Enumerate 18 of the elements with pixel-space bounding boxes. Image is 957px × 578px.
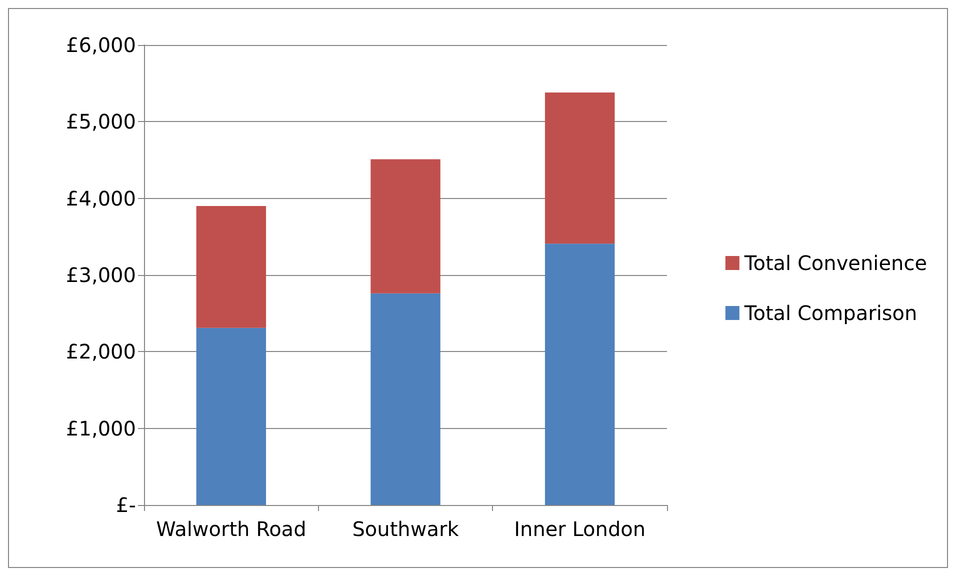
bar bbox=[544, 244, 615, 505]
legend-label: Total Convenience bbox=[743, 251, 928, 275]
bar bbox=[196, 206, 266, 328]
x-tick-label: Inner London bbox=[514, 517, 646, 541]
y-tick-label: £5,000 bbox=[66, 110, 136, 134]
bar bbox=[370, 159, 440, 294]
x-tick-label: Southwark bbox=[352, 517, 460, 541]
bar bbox=[370, 293, 440, 505]
bar bbox=[544, 92, 615, 244]
y-tick-label: £4,000 bbox=[66, 186, 136, 210]
bar bbox=[196, 328, 266, 505]
y-tick-label: £3,000 bbox=[66, 263, 136, 287]
y-tick-label: £- bbox=[116, 493, 136, 517]
y-tick-label: £6,000 bbox=[66, 33, 136, 57]
y-tick-label: £1,000 bbox=[66, 416, 136, 440]
y-tick-label: £2,000 bbox=[66, 340, 136, 364]
x-tick-label: Walworth Road bbox=[156, 517, 306, 541]
legend-label: Total Comparison bbox=[743, 301, 918, 325]
